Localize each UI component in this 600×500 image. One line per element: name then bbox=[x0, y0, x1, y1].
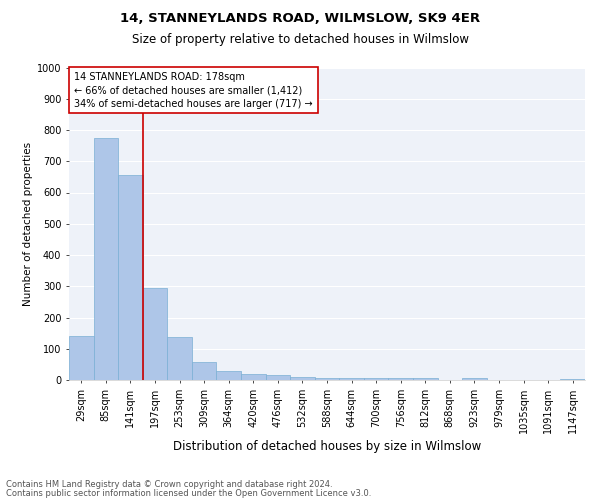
Bar bbox=[241, 374, 266, 380]
Bar bbox=[217, 371, 241, 380]
Bar bbox=[413, 378, 437, 380]
Text: 14, STANNEYLANDS ROAD, WILMSLOW, SK9 4ER: 14, STANNEYLANDS ROAD, WILMSLOW, SK9 4ER bbox=[120, 12, 480, 26]
Bar bbox=[143, 288, 167, 380]
Bar bbox=[364, 378, 388, 380]
Text: Contains HM Land Registry data © Crown copyright and database right 2024.: Contains HM Land Registry data © Crown c… bbox=[6, 480, 332, 489]
Bar bbox=[315, 378, 339, 380]
Bar bbox=[167, 337, 192, 380]
Bar bbox=[94, 138, 118, 380]
X-axis label: Distribution of detached houses by size in Wilmslow: Distribution of detached houses by size … bbox=[173, 440, 481, 453]
Text: 14 STANNEYLANDS ROAD: 178sqm
← 66% of detached houses are smaller (1,412)
34% of: 14 STANNEYLANDS ROAD: 178sqm ← 66% of de… bbox=[74, 72, 313, 108]
Bar bbox=[266, 376, 290, 380]
Bar bbox=[388, 378, 413, 380]
Text: Contains public sector information licensed under the Open Government Licence v3: Contains public sector information licen… bbox=[6, 489, 371, 498]
Text: Size of property relative to detached houses in Wilmslow: Size of property relative to detached ho… bbox=[131, 32, 469, 46]
Bar bbox=[290, 377, 315, 380]
Bar bbox=[192, 362, 217, 380]
Bar bbox=[69, 336, 94, 380]
Bar bbox=[339, 378, 364, 380]
Bar bbox=[118, 176, 143, 380]
Bar bbox=[462, 378, 487, 380]
Y-axis label: Number of detached properties: Number of detached properties bbox=[23, 142, 32, 306]
